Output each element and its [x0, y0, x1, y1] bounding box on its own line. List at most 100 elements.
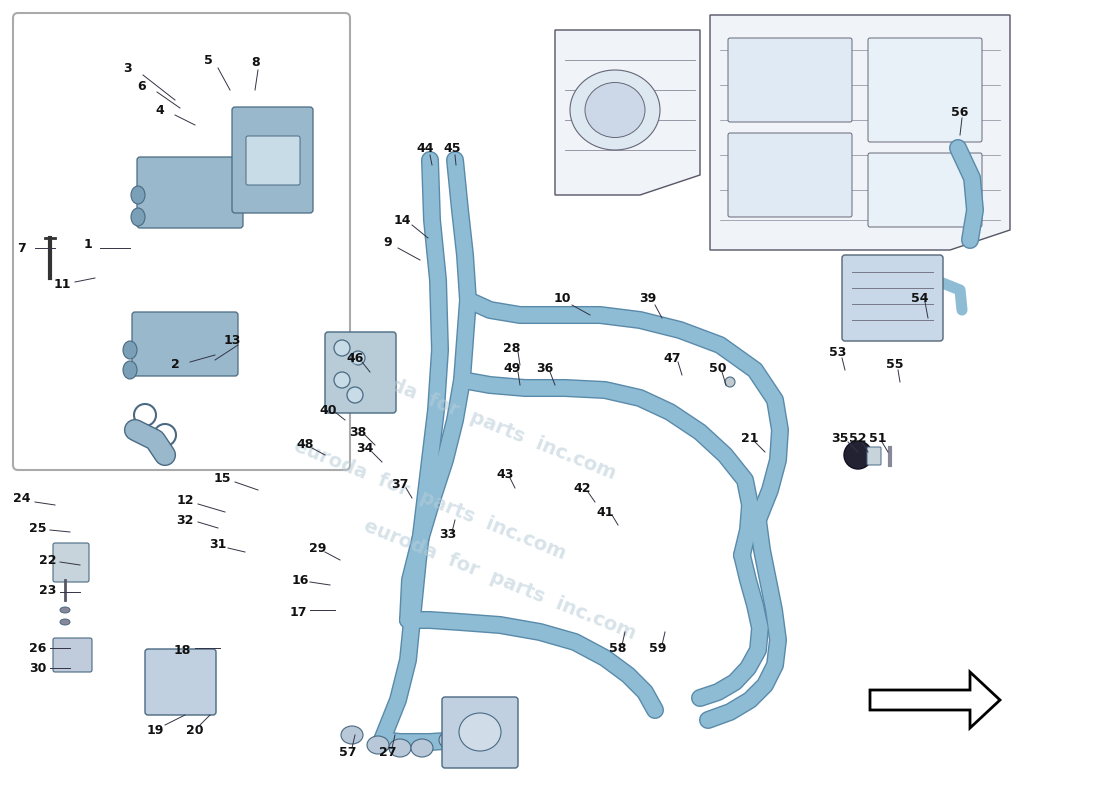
Text: 22: 22 [40, 554, 57, 566]
FancyBboxPatch shape [728, 38, 852, 122]
Text: 7: 7 [18, 242, 26, 254]
FancyBboxPatch shape [842, 255, 943, 341]
Text: 11: 11 [53, 278, 70, 291]
Text: 16: 16 [292, 574, 309, 586]
Text: 2: 2 [170, 358, 179, 371]
Polygon shape [556, 30, 700, 195]
Text: 38: 38 [350, 426, 366, 438]
FancyBboxPatch shape [53, 638, 92, 672]
Text: 52: 52 [849, 431, 867, 445]
Text: 19: 19 [146, 723, 164, 737]
Text: 28: 28 [504, 342, 520, 354]
FancyBboxPatch shape [132, 312, 238, 376]
Text: 29: 29 [309, 542, 327, 554]
Text: 1: 1 [84, 238, 92, 251]
Text: 36: 36 [537, 362, 553, 374]
Ellipse shape [123, 341, 138, 359]
FancyBboxPatch shape [324, 332, 396, 413]
Ellipse shape [60, 607, 70, 613]
Text: 4: 4 [155, 103, 164, 117]
Text: 14: 14 [394, 214, 410, 226]
Text: 6: 6 [138, 79, 146, 93]
Text: euroda  for  parts  inc.com: euroda for parts inc.com [361, 517, 639, 643]
Text: 41: 41 [596, 506, 614, 518]
FancyBboxPatch shape [232, 107, 314, 213]
Ellipse shape [131, 208, 145, 226]
Ellipse shape [411, 739, 433, 757]
Text: 34: 34 [356, 442, 374, 454]
FancyBboxPatch shape [728, 133, 852, 217]
Text: 40: 40 [319, 403, 337, 417]
Text: 20: 20 [186, 723, 204, 737]
Ellipse shape [439, 731, 461, 749]
Ellipse shape [131, 186, 145, 204]
FancyBboxPatch shape [138, 157, 243, 228]
Text: 48: 48 [296, 438, 314, 451]
Text: 45: 45 [443, 142, 461, 154]
Text: 8: 8 [252, 55, 261, 69]
Text: 32: 32 [176, 514, 194, 526]
Ellipse shape [389, 739, 411, 757]
FancyBboxPatch shape [246, 136, 300, 185]
Text: 31: 31 [209, 538, 227, 551]
FancyBboxPatch shape [53, 543, 89, 582]
Text: 37: 37 [392, 478, 409, 491]
Text: 51: 51 [869, 431, 887, 445]
Ellipse shape [459, 713, 500, 751]
Text: 44: 44 [416, 142, 433, 154]
Text: 17: 17 [289, 606, 307, 618]
Text: 18: 18 [174, 643, 190, 657]
Text: 24: 24 [13, 491, 31, 505]
FancyBboxPatch shape [868, 153, 982, 227]
Ellipse shape [60, 619, 70, 625]
Text: 57: 57 [339, 746, 356, 758]
Text: 56: 56 [952, 106, 969, 118]
FancyBboxPatch shape [236, 175, 262, 207]
Text: 5: 5 [204, 54, 212, 66]
Text: 42: 42 [573, 482, 591, 494]
Polygon shape [870, 672, 1000, 728]
Ellipse shape [123, 361, 138, 379]
Ellipse shape [351, 351, 365, 365]
FancyBboxPatch shape [868, 38, 982, 142]
Text: 43: 43 [496, 469, 514, 482]
Text: 21: 21 [741, 431, 759, 445]
Text: 27: 27 [379, 746, 397, 758]
Text: 46: 46 [346, 351, 364, 365]
Text: 59: 59 [649, 642, 667, 654]
Ellipse shape [725, 377, 735, 387]
Text: 13: 13 [223, 334, 241, 346]
Text: 26: 26 [30, 642, 46, 654]
Text: 10: 10 [553, 291, 571, 305]
Polygon shape [710, 15, 1010, 250]
FancyBboxPatch shape [442, 697, 518, 768]
Ellipse shape [341, 726, 363, 744]
Text: 25: 25 [30, 522, 46, 534]
FancyBboxPatch shape [13, 13, 350, 470]
Text: 30: 30 [30, 662, 46, 674]
Ellipse shape [570, 70, 660, 150]
Text: 55: 55 [887, 358, 904, 371]
Text: euroda  for  parts  inc.com: euroda for parts inc.com [292, 437, 569, 563]
Text: 54: 54 [911, 291, 928, 305]
Text: 12: 12 [176, 494, 194, 506]
Text: 53: 53 [829, 346, 847, 358]
Text: 23: 23 [40, 583, 57, 597]
Ellipse shape [334, 372, 350, 388]
Text: 3: 3 [123, 62, 132, 74]
Text: 9: 9 [384, 235, 393, 249]
Text: 15: 15 [213, 471, 231, 485]
Text: 35: 35 [832, 431, 849, 445]
Ellipse shape [367, 736, 389, 754]
Ellipse shape [844, 441, 872, 469]
FancyBboxPatch shape [867, 447, 881, 465]
Text: 47: 47 [663, 351, 681, 365]
Text: 39: 39 [639, 291, 657, 305]
Ellipse shape [334, 340, 350, 356]
FancyBboxPatch shape [145, 649, 216, 715]
Text: 58: 58 [609, 642, 627, 654]
Ellipse shape [585, 82, 645, 138]
Text: 49: 49 [504, 362, 520, 374]
Text: 50: 50 [710, 362, 727, 374]
Text: euroda  for  parts  inc.com: euroda for parts inc.com [341, 357, 619, 483]
